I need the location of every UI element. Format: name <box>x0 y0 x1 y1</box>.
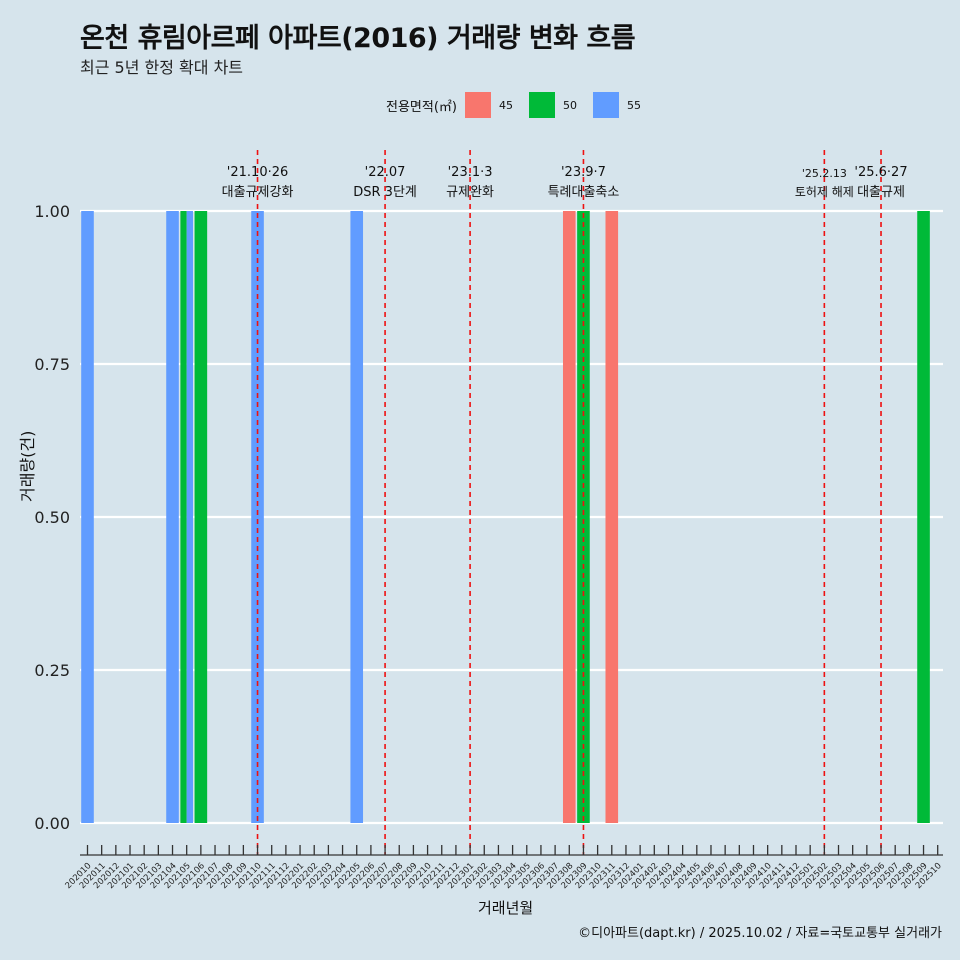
bar-202308-45 <box>562 211 576 823</box>
legend-label-50: 50 <box>562 98 577 112</box>
y-tick-label: 1.00 <box>34 202 70 221</box>
y-tick-label: 0.25 <box>34 661 70 680</box>
event-date-label: '23.1·3 <box>448 165 493 180</box>
bar-202010-55 <box>81 211 94 823</box>
bar-202106-50 <box>194 211 208 823</box>
event-date-label: '22.07 <box>365 165 406 180</box>
chart-subtitle: 최근 5년 한정 확대 차트 <box>80 58 244 77</box>
event-name-label: 규제완화 <box>446 185 494 200</box>
event-date-label: '25.6·27 <box>854 165 907 180</box>
event-name-label: DSR 3단계 <box>353 185 417 200</box>
x-axis-label: 거래년월 <box>478 899 534 917</box>
bar-202311-45 <box>605 211 619 823</box>
legend-swatch-55 <box>592 92 619 118</box>
source-caption: ©디아파트(dapt.kr) / 2025.10.02 / 자료=국토교통부 실… <box>578 926 942 941</box>
y-tick-label: 0.75 <box>34 355 70 374</box>
event-name-label: 대출규제 <box>857 185 905 200</box>
event-name-label: 특례대출축소 <box>548 185 620 200</box>
y-tick-label: 0.00 <box>34 814 70 833</box>
y-tick-label: 0.50 <box>34 508 70 527</box>
bar-202205-55 <box>350 211 364 823</box>
chart-title: 온천 휴림아르페 아파트(2016) 거래량 변화 흐름 <box>80 23 636 54</box>
bar-202110-55 <box>251 211 264 823</box>
legend: 전용면적(㎡) 45 50 55 <box>386 92 657 118</box>
y-axis-label: 거래량(건) <box>18 430 37 502</box>
legend-swatch-50 <box>528 92 555 118</box>
legend-label-45: 45 <box>498 98 513 112</box>
bar-202309-50 <box>577 211 590 823</box>
bar-202105-55 <box>186 211 193 823</box>
legend-label-55: 55 <box>626 98 641 112</box>
event-date-label: '23.9·7 <box>561 165 606 180</box>
event-name-label: 대출규제강화 <box>222 185 294 200</box>
bar-202509-50 <box>917 211 930 823</box>
event-date-label: '21.10·26 <box>227 165 288 180</box>
bar-202105-50 <box>180 211 187 823</box>
legend-swatch-45 <box>464 92 491 118</box>
legend-title: 전용면적(㎡) <box>386 99 457 115</box>
bar-202104-55 <box>166 211 179 823</box>
event-name-label: 토허제 해제 <box>795 185 854 199</box>
event-date-label: '25.2.13 <box>802 167 847 180</box>
